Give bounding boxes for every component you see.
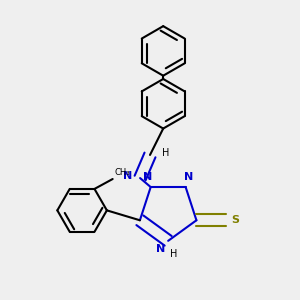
Text: N: N (143, 172, 152, 182)
Text: N: N (123, 171, 132, 182)
Text: N: N (156, 244, 165, 254)
Text: CH₃: CH₃ (114, 168, 130, 177)
Text: H: H (162, 148, 169, 158)
Text: H: H (170, 249, 177, 259)
Text: S: S (231, 215, 239, 225)
Text: N: N (184, 172, 194, 182)
